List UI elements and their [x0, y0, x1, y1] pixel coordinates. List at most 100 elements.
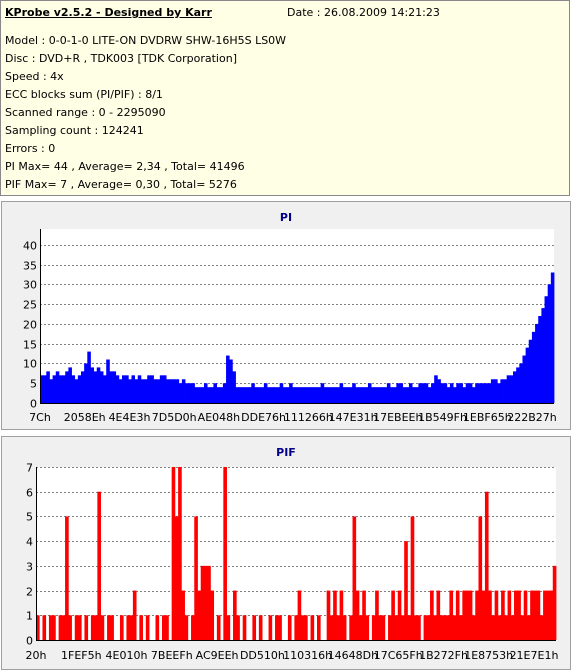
pi-bar [112, 371, 117, 403]
pif-bar [126, 615, 131, 640]
pi-bar [374, 387, 378, 403]
pi-bar [254, 387, 258, 403]
pi-bar [371, 387, 375, 403]
pif-bar [526, 615, 531, 640]
pi-x-tick-label: 17EBEEh [373, 411, 422, 424]
pif-bar [242, 615, 247, 640]
pi-y-tick-label: 10 [23, 358, 37, 371]
pif-bar [74, 615, 79, 640]
pif-bar [423, 615, 428, 640]
pif-bar [407, 615, 412, 640]
pi-y-tick-label: 40 [23, 240, 37, 253]
pi-bar [544, 296, 549, 403]
pi-bar [415, 387, 419, 403]
pi-bar [528, 339, 533, 403]
pi-bar [178, 383, 183, 403]
pi-bar [260, 387, 265, 403]
pif-y-tick-label: 2 [26, 586, 33, 599]
pi-bar [402, 387, 407, 403]
pi-bar [475, 383, 479, 403]
pi-bar [522, 355, 527, 403]
pi-bar [74, 379, 79, 403]
pi-bar [550, 272, 555, 403]
pi-bar [282, 387, 287, 403]
pif-x-tick-label: 7BEEFh [151, 649, 193, 662]
pi-bar [153, 379, 158, 403]
pi-bar [194, 387, 199, 403]
pi-bar [147, 375, 151, 403]
pif-bar [42, 615, 47, 640]
pif-bar [278, 615, 282, 640]
pif-bar [171, 467, 176, 640]
pi-bar [446, 387, 451, 403]
pif-bar [275, 615, 279, 640]
pif-y-tick-label: 0 [26, 635, 33, 648]
pif-bar [375, 590, 379, 640]
pi-x-tick-label: 7Ch [29, 411, 51, 424]
pi-bar [456, 383, 460, 403]
pi-bar [87, 351, 91, 403]
pi-y-tick-label: 30 [23, 279, 37, 292]
pif-bar [203, 565, 208, 640]
pi-bar [497, 383, 501, 403]
pi-x-tick-label: 2058Eh [64, 411, 106, 424]
pi-x-tick-label: 4E4E3h [109, 411, 151, 424]
pi-bar [244, 387, 249, 403]
pif-bar [397, 590, 402, 640]
pi-bar [333, 387, 337, 403]
pif-bar [97, 491, 101, 640]
pif-bar [371, 615, 376, 640]
pi-bar [367, 383, 372, 403]
pi-bar [484, 383, 489, 403]
pif-bar [333, 590, 337, 640]
pi-bar [175, 379, 180, 403]
pi-x-tick-label: AE048h [198, 411, 240, 424]
pif-bar [417, 615, 421, 640]
pi-bar [349, 387, 353, 403]
pi-bar [462, 387, 467, 403]
pi-y-tick-label: 25 [23, 299, 37, 312]
pi-x-tick-label: 7D5D0h [152, 411, 197, 424]
pif-bar [462, 590, 466, 640]
pif-x-tick-label: 1E8753h [464, 649, 513, 662]
pif-bar [546, 590, 550, 640]
pif-x-tick-label: 1FEF5h [61, 649, 102, 662]
pi-bar [200, 387, 205, 403]
pi-bar [103, 375, 107, 403]
pif-x-tick-label: 1B272Fh [419, 649, 468, 662]
info-speed: Speed : 4x [5, 70, 64, 83]
pif-bar [517, 590, 521, 640]
pif-bar [58, 615, 63, 640]
pif-bar [459, 615, 463, 640]
pif-bar [436, 590, 441, 640]
pi-bar [55, 371, 60, 403]
pi-bar [191, 383, 195, 403]
pi-bar [270, 387, 274, 403]
pif-bar [507, 590, 512, 640]
pif-bar [543, 590, 547, 640]
pif-x-tick-label: 21E7E1h [510, 649, 559, 662]
pi-bar [541, 308, 545, 403]
pif-bar [252, 615, 257, 640]
pi-bar [472, 387, 476, 403]
pi-bar [203, 383, 208, 403]
pif-bar [530, 590, 534, 640]
info-model: Model : 0-0-1-0 LITE-ON DVDRW SHW-16H5S … [5, 34, 287, 47]
pif-bar [207, 565, 211, 640]
pi-bar [336, 387, 340, 403]
pi-bar [125, 375, 129, 403]
pif-bar [410, 516, 415, 640]
pi-plot-area [40, 229, 554, 403]
pif-y-tick-label: 7 [26, 462, 33, 475]
pi-bar [513, 371, 517, 403]
pi-bar [289, 383, 293, 403]
pi-bar [267, 387, 271, 403]
pif-bar [174, 516, 179, 640]
pif-bar [362, 590, 366, 640]
pif-bar [478, 516, 483, 640]
pif-bar [426, 615, 431, 640]
pi-bar [358, 387, 363, 403]
pi-bar [408, 383, 413, 403]
pif-bar [139, 615, 143, 640]
pi-bar [156, 379, 161, 403]
